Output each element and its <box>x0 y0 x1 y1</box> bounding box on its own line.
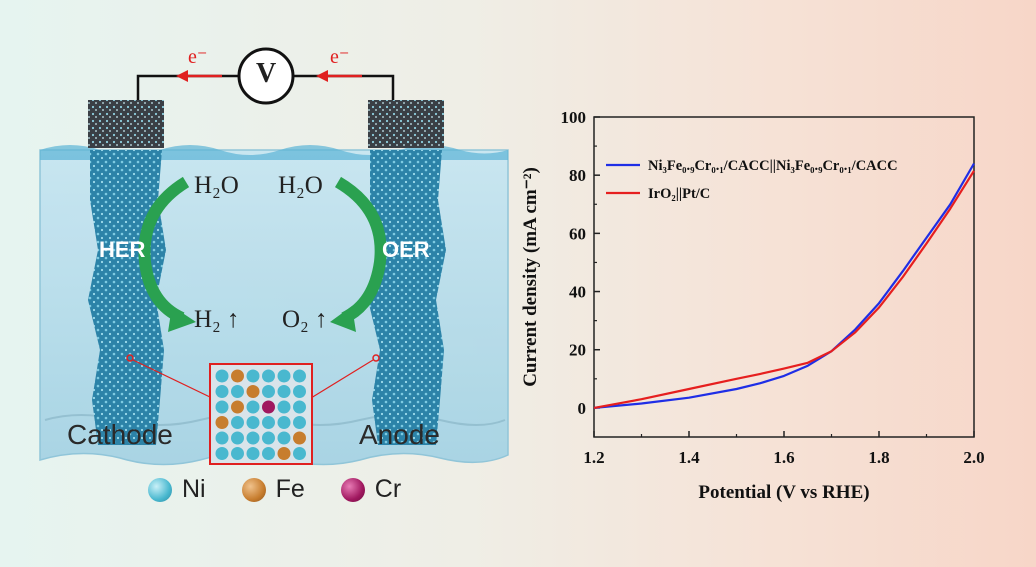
electron-label-right: e⁻ <box>330 46 350 68</box>
chart-legend: Ni₃Fe₀.₉Cr₀.₁/CACC||Ni₃Fe₀.₉Cr₀.₁/CACC Ir… <box>606 158 898 202</box>
electron-arrowhead-left <box>176 70 188 82</box>
lattice-atom-ni <box>215 385 229 398</box>
lattice-atom-ni <box>293 369 306 383</box>
lattice-atom-ni <box>262 369 275 383</box>
legend-label-1: Ni₃Fe₀.₉Cr₀.₁/CACC||Ni₃Fe₀.₉Cr₀.₁/CACC <box>648 158 898 174</box>
lattice-atom-ni <box>246 400 260 414</box>
voltmeter-label: V <box>256 58 277 89</box>
anode-label: Anode <box>359 419 440 450</box>
lattice-atom-ni <box>293 447 306 460</box>
lattice-atom-fe <box>231 400 244 414</box>
lattice-atom-ni <box>215 369 229 383</box>
lattice-atom-ni <box>277 431 291 445</box>
series-group <box>593 162 975 409</box>
x-tick-label: 1.6 <box>773 448 794 467</box>
lattice-atom-ni <box>277 385 291 398</box>
lattice-atom-cr <box>262 400 275 414</box>
y-tick-label: 80 <box>569 166 586 185</box>
y-tick-label: 0 <box>578 399 587 418</box>
oer-arrow <box>334 176 387 324</box>
lattice-atom-ni <box>231 431 244 445</box>
lattice-atom-ni <box>246 431 260 445</box>
lattice-atom-fe <box>293 431 306 445</box>
lattice-atom-ni <box>262 416 275 429</box>
lattice-atom-fe <box>231 369 244 383</box>
lattice-atom-ni <box>293 416 306 429</box>
anode-marker <box>372 354 380 362</box>
lattice-atom-ni <box>277 400 291 414</box>
lattice-atom-ni <box>231 447 244 460</box>
ni-sphere-icon <box>148 477 172 502</box>
electron-arrowhead-right <box>316 70 328 82</box>
cr-sphere-icon <box>340 477 365 502</box>
her-arrowhead <box>168 306 196 332</box>
lattice-atom-ni <box>293 385 306 398</box>
lattice-atom-ni <box>293 400 306 414</box>
oer-label: OER <box>382 237 430 262</box>
element-legend: Ni Fe Cr <box>148 475 401 504</box>
y-tick-label: 100 <box>561 108 587 127</box>
lattice-atom-ni <box>246 369 260 383</box>
lattice-atom-ni <box>231 385 244 398</box>
legend-label-2: IrO₂||Pt/C <box>648 186 710 202</box>
lattice-atom-ni <box>246 416 260 429</box>
y-tick-label: 40 <box>569 283 586 302</box>
water-label-right: H₂O <box>278 172 323 199</box>
lattice-atom-fe <box>277 447 291 460</box>
x-axis-label: Potential (V vs RHE) <box>698 482 869 503</box>
lattice-atom-ni <box>215 447 229 460</box>
lattice-atom-ni <box>277 369 291 383</box>
lattice-atom-ni <box>231 416 244 429</box>
y-tick-label: 60 <box>569 224 586 243</box>
series-line-1 <box>593 162 975 409</box>
her-label: HER <box>99 237 146 262</box>
her-arrow <box>138 176 190 324</box>
anode-top <box>368 100 444 148</box>
voltmeter <box>237 47 295 105</box>
oer-arrowhead <box>330 306 356 332</box>
cathode-top <box>88 100 164 148</box>
lattice-atom-ni <box>262 385 275 398</box>
atom-lattice <box>215 369 306 460</box>
x-tick-label: 1.2 <box>583 448 604 467</box>
legend-ni-label: Ni <box>182 475 206 503</box>
leader-line-left <box>132 359 213 399</box>
o2-label: O₂ ↑ <box>282 306 328 333</box>
lattice-atom-fe <box>215 416 229 429</box>
x-tick-label: 2.0 <box>963 448 984 467</box>
y-axis: 0 20 40 60 80 100 <box>561 108 600 418</box>
fe-sphere-icon <box>241 477 266 502</box>
legend-fe-label: Fe <box>275 475 305 503</box>
leader-line-right <box>310 359 374 399</box>
x-tick-label: 1.4 <box>678 448 700 467</box>
electron-label-left: e⁻ <box>188 46 208 68</box>
lattice-atom-ni <box>262 447 275 460</box>
series-line-2 <box>593 170 975 409</box>
h2-label: H₂ ↑ <box>194 306 240 333</box>
legend-cr-label: Cr <box>374 475 402 503</box>
x-axis: 1.2 1.4 1.6 1.8 2.0 <box>583 431 985 467</box>
cathode-marker <box>126 354 134 362</box>
x-tick-label: 1.8 <box>868 448 889 467</box>
lattice-atom-fe <box>246 385 260 398</box>
lattice-atom-ni <box>215 431 229 445</box>
lattice-atom-ni <box>215 400 229 414</box>
lattice-atom-ni <box>262 431 275 445</box>
lattice-atom-ni <box>277 416 291 429</box>
y-tick-label: 20 <box>569 341 586 360</box>
y-axis-label: Current density (mA cm⁻²) <box>520 167 541 387</box>
lattice-atom-ni <box>246 447 260 460</box>
cathode-label: Cathode <box>67 419 173 450</box>
anode-electrode <box>368 150 446 445</box>
water-label-left: H₂O <box>194 172 239 199</box>
